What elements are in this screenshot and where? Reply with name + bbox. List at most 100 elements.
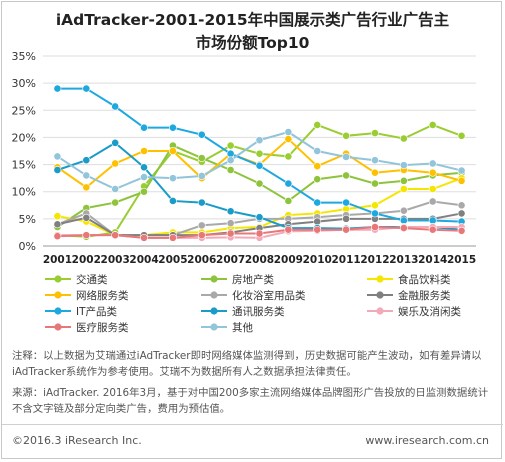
y-tick-label: 20% (12, 131, 36, 144)
data-point (313, 217, 322, 226)
data-point (53, 212, 62, 221)
data-point (168, 233, 177, 242)
x-tick-label: 2003 (101, 254, 130, 266)
data-point (140, 187, 148, 196)
y-tick-label: 30% (12, 77, 36, 90)
legend-label: 娱乐及消闲类 (398, 306, 461, 318)
data-point (226, 166, 235, 174)
data-point (168, 197, 177, 205)
data-point (428, 197, 437, 206)
copyright-text: ©2016.3 iResearch Inc. (12, 434, 142, 447)
x-tick-label: 2015 (447, 254, 476, 266)
legend-swatch (45, 275, 71, 283)
legend-swatch (367, 291, 393, 299)
data-point (168, 123, 177, 132)
data-point (197, 198, 206, 207)
data-point (428, 225, 437, 234)
data-point (284, 128, 293, 136)
y-tick-label: 25% (12, 104, 36, 117)
x-tick-label: 2010 (303, 254, 332, 266)
x-tick-label: 2005 (158, 254, 187, 266)
data-point (428, 121, 437, 129)
data-point (140, 123, 148, 132)
legend-swatch (45, 307, 71, 315)
website-text: www.iresearch.com.cn (365, 434, 489, 447)
y-tick-label: 0% (19, 240, 36, 253)
data-point (313, 225, 322, 234)
data-point (197, 231, 206, 240)
data-point (255, 179, 264, 188)
data-point (457, 209, 466, 218)
data-point (371, 156, 379, 165)
legend-label: 房地产类 (232, 274, 274, 286)
data-point (111, 231, 120, 240)
data-point (428, 159, 437, 168)
x-tick-label: 2012 (360, 254, 389, 266)
y-tick-label: 10% (12, 186, 36, 199)
data-point (284, 197, 293, 205)
data-point (284, 135, 293, 143)
data-point (197, 154, 206, 162)
data-point (342, 131, 350, 140)
data-point (140, 163, 148, 172)
data-point (140, 147, 148, 155)
legend-swatch (201, 323, 227, 331)
data-point (197, 130, 206, 139)
chart-title-line2: 市场份额Top10 (195, 34, 310, 52)
x-tick-label: 2014 (418, 254, 447, 266)
data-point (399, 161, 408, 170)
data-point (313, 198, 322, 207)
data-point (313, 121, 322, 129)
legend-label: 金融服务类 (398, 290, 451, 302)
legend-label: 医疗服务类 (76, 322, 129, 334)
y-tick-label: 35% (12, 50, 36, 63)
data-point (399, 134, 408, 143)
legend-label: 食品饮料类 (398, 274, 451, 286)
data-point (399, 216, 408, 225)
legend-swatch (45, 323, 71, 331)
data-point (399, 224, 408, 232)
x-tick-label: 2009 (274, 254, 303, 266)
data-point (371, 223, 379, 231)
chart-note: 注释：以上数据为艾瑞通过iAdTracker即时网络媒体监测得到，历史数据可能产… (12, 350, 482, 378)
data-point (82, 84, 91, 93)
data-point (399, 185, 408, 193)
data-point (371, 209, 379, 218)
data-point (342, 153, 350, 161)
data-point (82, 171, 91, 180)
data-point (371, 168, 379, 177)
data-point (197, 172, 206, 180)
data-point (226, 219, 235, 228)
data-point (371, 179, 379, 188)
x-tick-label: 2008 (245, 254, 274, 266)
legend-swatch (45, 291, 71, 299)
legend-label: 其他 (232, 322, 253, 334)
data-point (53, 166, 62, 174)
data-point (111, 198, 120, 207)
x-tick-label: 2001 (43, 254, 72, 266)
data-point (140, 173, 148, 181)
data-point (226, 149, 235, 158)
data-point (399, 176, 408, 185)
data-point (342, 198, 350, 207)
data-point (342, 225, 350, 234)
legend-swatch (201, 291, 227, 299)
data-point (284, 225, 293, 234)
data-point (82, 183, 91, 192)
data-point (255, 149, 264, 158)
data-point (342, 214, 350, 223)
legend-label: IT产品类 (76, 306, 118, 318)
data-point (399, 206, 408, 215)
data-point (197, 221, 206, 230)
data-point (226, 229, 235, 238)
x-tick-label: 2006 (187, 254, 216, 266)
y-tick-label: 15% (12, 159, 36, 172)
legend-label: 交通类 (76, 274, 108, 286)
data-point (226, 141, 235, 150)
x-tick-label: 2002 (72, 254, 101, 266)
data-point (53, 152, 62, 161)
data-point (168, 174, 177, 183)
legend-label: 化妆浴室用品类 (232, 290, 306, 302)
data-point (313, 147, 322, 155)
